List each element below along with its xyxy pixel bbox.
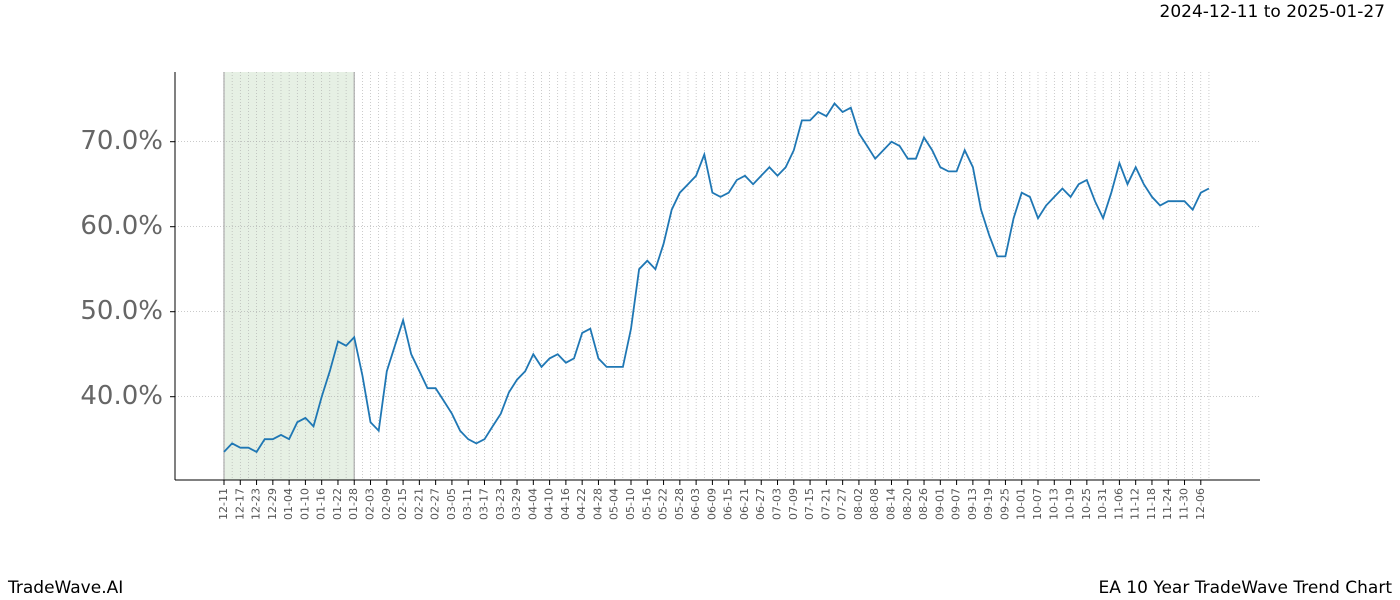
x-tick-label: 02-21 [412, 488, 425, 520]
x-tick-label: 10-07 [1031, 488, 1044, 520]
x-tick-label: 01-10 [298, 488, 311, 520]
x-tick-label: 09-01 [933, 488, 946, 520]
x-tick-label: 06-27 [754, 488, 767, 520]
x-tick-label: 11-06 [1112, 488, 1125, 520]
x-tick-label: 05-04 [608, 488, 621, 520]
x-tick-label: 06-09 [705, 488, 718, 520]
x-tick-label: 11-18 [1145, 488, 1158, 520]
x-tick-label: 02-15 [396, 488, 409, 520]
x-tick-label: 12-11 [217, 488, 230, 520]
x-tick-label: 05-22 [657, 488, 670, 520]
x-tick-label: 10-25 [1080, 488, 1093, 520]
x-tick-label: 06-21 [738, 488, 751, 520]
x-tick-label: 03-05 [445, 488, 458, 520]
x-tick-label: 02-03 [364, 488, 377, 520]
date-range: 2024-12-11 to 2025-01-27 [1160, 2, 1385, 22]
x-tick-label: 02-09 [380, 488, 393, 520]
x-tick-label: 01-28 [347, 488, 360, 520]
x-tick-label: 10-13 [1047, 488, 1060, 520]
x-tick-label: 06-03 [689, 488, 702, 520]
x-tick-label: 07-09 [787, 488, 800, 520]
x-tick-label: 07-21 [819, 488, 832, 520]
x-tick-label: 06-15 [722, 488, 735, 520]
x-tick-label: 08-02 [852, 488, 865, 520]
x-tick-label: 04-16 [559, 488, 572, 520]
brand: TradeWave.AI [7, 578, 123, 598]
x-tick-label: 03-23 [494, 488, 507, 520]
x-tick-label: 08-26 [917, 488, 930, 520]
x-tick-label: 07-15 [803, 488, 816, 520]
x-tick-label: 05-28 [673, 488, 686, 520]
x-tick-label: 04-28 [591, 488, 604, 520]
x-tick-label: 12-17 [233, 488, 246, 520]
x-tick-label: 01-16 [315, 488, 328, 520]
x-tick-label: 11-12 [1129, 488, 1142, 520]
x-tick-label: 04-04 [526, 488, 539, 520]
x-tick-label: 05-10 [624, 488, 637, 520]
x-tick-label: 02-27 [429, 488, 442, 520]
x-tick-label: 03-11 [461, 488, 474, 520]
y-tick-label: 40.0% [80, 381, 163, 411]
y-tick-label: 70.0% [80, 126, 163, 156]
x-tick-label: 08-14 [884, 488, 897, 520]
x-tick-label: 07-03 [771, 488, 784, 520]
x-tick-label: 12-06 [1194, 488, 1207, 520]
x-tick-label: 10-31 [1096, 488, 1109, 520]
x-tick-label: 12-23 [250, 488, 263, 520]
x-tick-label: 04-22 [575, 488, 588, 520]
x-tick-label: 09-25 [998, 488, 1011, 520]
x-tick-label: 11-24 [1161, 488, 1174, 520]
x-tick-label: 01-22 [331, 488, 344, 520]
trend-line [223, 102, 1210, 454]
x-tick-label: 09-13 [966, 488, 979, 520]
x-tick-label: 03-17 [477, 488, 490, 520]
x-tick-label: 11-30 [1178, 488, 1191, 520]
x-tick-label: 05-16 [640, 488, 653, 520]
x-tick-label: 12-29 [266, 488, 279, 520]
x-tick-label: 09-07 [950, 488, 963, 520]
y-tick-label: 60.0% [80, 211, 163, 241]
x-tick-label: 07-27 [836, 488, 849, 520]
x-tick-label: 04-10 [543, 488, 556, 520]
x-tick-label: 08-20 [901, 488, 914, 520]
x-tick-label: 03-29 [510, 488, 523, 520]
x-tick-label: 09-19 [982, 488, 995, 520]
x-tick-label: 10-01 [1015, 488, 1028, 520]
x-tick-label: 10-19 [1064, 488, 1077, 520]
x-tick-label: 08-08 [868, 488, 881, 520]
chart-title: EA 10 Year TradeWave Trend Chart [1099, 578, 1393, 598]
x-tick-label: 01-04 [282, 488, 295, 520]
y-tick-label: 50.0% [80, 296, 163, 326]
